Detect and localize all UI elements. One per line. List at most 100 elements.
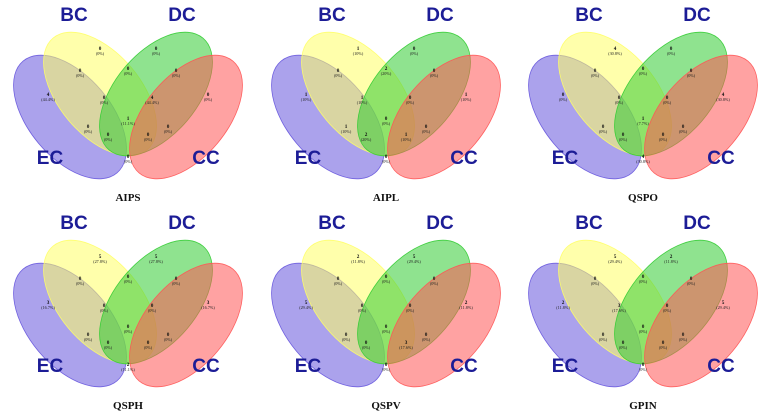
- region-dc-only: 5(29.4%): [407, 254, 421, 264]
- region-percent: (29.4%): [716, 305, 730, 310]
- region-percent: (10%): [357, 100, 368, 105]
- region-percent: (0%): [599, 337, 608, 342]
- set-ellipse-cc: [129, 262, 243, 388]
- region-percent: (0%): [96, 51, 105, 56]
- region-percent: (0%): [124, 159, 133, 164]
- region-count: 0: [107, 132, 110, 138]
- region-count: 1: [405, 132, 408, 138]
- region-dc-cc: 0(0%): [687, 276, 696, 286]
- region-count: 0: [602, 124, 605, 130]
- region-percent: (0%): [422, 337, 431, 342]
- region-percent: (30.8%): [636, 159, 650, 164]
- region-count: 0: [337, 68, 340, 74]
- set-label-dc: DC: [168, 213, 196, 234]
- region-percent: (0%): [639, 71, 648, 76]
- region-count: 4: [151, 95, 154, 101]
- region-percent: (0%): [599, 129, 608, 134]
- region-percent: (0%): [334, 281, 343, 286]
- region-percent: (11.8%): [664, 259, 678, 264]
- region-bc-dc-cc: 0(0%): [406, 303, 415, 313]
- region-count: 2: [670, 254, 673, 260]
- region-percent: (0%): [148, 308, 157, 313]
- region-percent: (10%): [401, 137, 412, 142]
- set-label-bc: BC: [575, 5, 603, 26]
- region-count: 0: [175, 276, 178, 282]
- region-count: 0: [79, 68, 82, 74]
- region-count: 0: [385, 274, 388, 280]
- region-cc-only: 2(11.8%): [459, 300, 473, 310]
- region-count: 0: [385, 362, 388, 368]
- region-dc-cc: 0(0%): [430, 68, 439, 78]
- region-ec-dc-cc: 0(0%): [144, 340, 153, 350]
- region-percent: (29.4%): [407, 259, 421, 264]
- region-percent: (0%): [663, 308, 672, 313]
- region-percent: (0%): [144, 137, 153, 142]
- region-bc-dc-cc: 0(0%): [406, 95, 415, 105]
- region-percent: (30.8%): [716, 97, 730, 102]
- region-count: 0: [127, 324, 130, 330]
- region-percent: (0%): [124, 71, 133, 76]
- region-ec-dc-cc: 0(0%): [144, 132, 153, 142]
- region-bc-dc-cc: 4(44.4%): [145, 95, 159, 105]
- region-count: 0: [361, 303, 364, 309]
- region-ec-bc-dc: 0(0%): [100, 95, 109, 105]
- region-ec-bc: 0(0%): [76, 276, 85, 286]
- region-count: 0: [409, 303, 412, 309]
- region-bc-only: 1(10%): [353, 46, 364, 56]
- region-count: 0: [594, 68, 597, 74]
- region-count: 0: [666, 95, 669, 101]
- region-bc-dc-cc: 0(0%): [663, 95, 672, 105]
- region-ec-dc: 0(0%): [84, 332, 93, 342]
- region-bc-dc: 0(0%): [639, 274, 648, 284]
- region-count: 0: [666, 303, 669, 309]
- region-percent: (44.4%): [41, 97, 55, 102]
- region-count: 0: [87, 332, 90, 338]
- region-ec-dc-cc: 0(0%): [659, 340, 668, 350]
- region-count: 0: [127, 274, 130, 280]
- region-bc-cc: 0(0%): [164, 124, 173, 134]
- region-percent: (0%): [100, 100, 109, 105]
- region-percent: (0%): [104, 345, 113, 350]
- region-dc-cc: 0(0%): [172, 276, 181, 286]
- set-label-dc: DC: [426, 5, 454, 26]
- region-count: 5: [413, 254, 416, 260]
- region-percent: (0%): [100, 308, 109, 313]
- region-count: 0: [690, 276, 693, 282]
- region-count: 0: [167, 124, 170, 130]
- region-percent: (0%): [382, 121, 391, 126]
- set-label-bc: BC: [318, 213, 346, 234]
- region-dc-cc: 0(0%): [172, 68, 181, 78]
- region-bc-cc: 0(0%): [164, 332, 173, 342]
- region-count: 0: [103, 95, 106, 101]
- region-percent: (0%): [406, 100, 415, 105]
- region-ec-bc-cc: 0(0%): [104, 340, 113, 350]
- region-count: 0: [642, 274, 645, 280]
- region-count: 4: [47, 92, 50, 98]
- region-count: 0: [602, 332, 605, 338]
- region-ec-cc: 0(0%): [639, 362, 648, 372]
- region-ec-only: 0(0%): [559, 92, 568, 102]
- region-count: 1: [361, 95, 364, 101]
- region-percent: (0%): [406, 308, 415, 313]
- region-percent: (27.8%): [149, 259, 163, 264]
- region-percent: (0%): [84, 337, 93, 342]
- region-percent: (10%): [301, 97, 312, 102]
- region-percent: (0%): [382, 367, 391, 372]
- region-count: 0: [433, 68, 436, 74]
- venn-panel-qspv: BC DC EC CC 5 (29.4%) 2 (11.8%) 5 (29.4%) 2 (11.8%)…: [258, 208, 516, 416]
- region-percent: (17.6%): [612, 308, 626, 313]
- region-bc-dc: 0(0%): [639, 66, 648, 76]
- region-percent: (0%): [358, 308, 367, 313]
- region-percent: (0%): [639, 329, 648, 334]
- region-count: 2: [385, 66, 388, 72]
- region-bc-only: 4(30.8%): [608, 46, 622, 56]
- region-ec-only: 4(44.4%): [41, 92, 55, 102]
- region-count: 0: [622, 132, 625, 138]
- region-dc-only: 0(0%): [667, 46, 676, 56]
- region-count: 0: [103, 303, 106, 309]
- set-label-cc: CC: [707, 356, 735, 377]
- region-bc-dc: 0(0%): [382, 274, 391, 284]
- region-count: 3: [47, 300, 50, 306]
